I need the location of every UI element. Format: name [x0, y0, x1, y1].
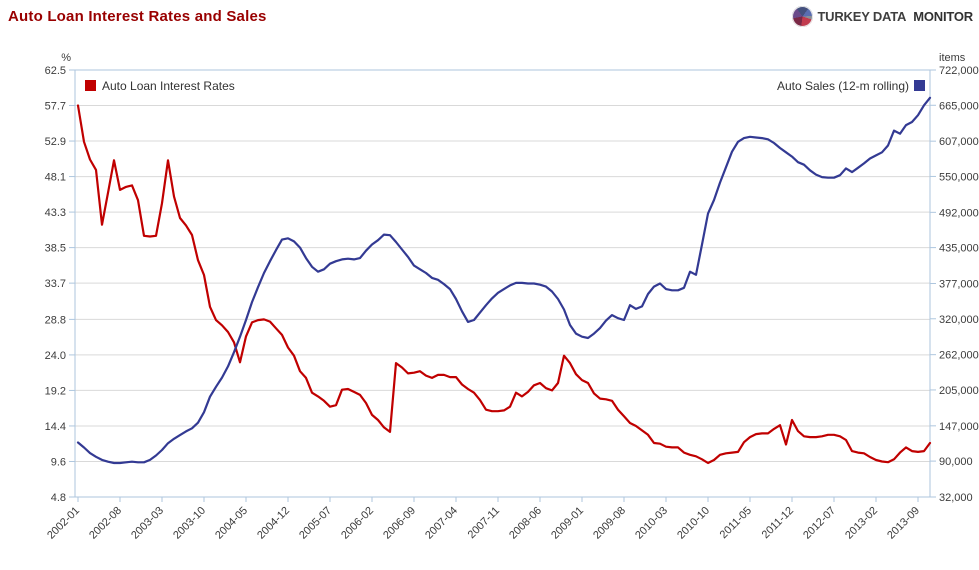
x-tick-label: 2006-02 — [339, 505, 376, 542]
x-tick-label: 2010-10 — [675, 505, 712, 542]
x-tick-label: 2009-08 — [591, 505, 628, 542]
x-axis-labels: 2002-01 2002-08 2003-03 2003-10 2004-05 2004-… — [45, 505, 922, 542]
x-tick-label: 2007-04 — [423, 505, 460, 542]
y-right-tick-label: 665,000 — [939, 100, 979, 112]
brand-text-primary: TURKEY DATA — [817, 9, 907, 24]
brand-text-secondary: MONITOR — [913, 9, 973, 24]
legend-label-rates: Auto Loan Interest Rates — [102, 79, 235, 93]
right-axis-unit: items — [939, 52, 966, 64]
x-tick-label: 2009-01 — [549, 505, 586, 542]
y-left-tick-label: 24.0 — [45, 350, 66, 362]
y-right-tick-label: 492,000 — [939, 207, 979, 219]
y-left-tick-label: 14.4 — [45, 421, 66, 433]
axis-unit-labels: % items — [61, 52, 966, 64]
pie-chart-logo-icon — [792, 6, 814, 27]
x-tick-label: 2008-06 — [507, 505, 544, 542]
y-left-tick-label: 19.2 — [45, 385, 66, 397]
x-tick-label: 2002-01 — [45, 505, 82, 542]
x-tick-label: 2007-11 — [466, 505, 502, 541]
y-left-tick-label: 43.3 — [45, 207, 66, 219]
y-left-tick-label: 52.9 — [45, 136, 66, 148]
x-tick-label: 2002-08 — [87, 505, 124, 542]
y-axis-left-labels: 62.5 57.7 52.9 48.1 43.3 38.5 33.7 28.8 24.0 19.2… — [45, 65, 66, 504]
y-right-tick-label: 550,000 — [939, 171, 979, 183]
y-left-tick-label: 57.7 — [45, 101, 66, 113]
y-left-tick-label: 28.8 — [45, 314, 66, 326]
x-tick-label: 2013-09 — [885, 505, 922, 542]
x-tick-label: 2004-12 — [255, 505, 292, 542]
x-tick-label: 2003-10 — [171, 505, 208, 542]
legend-swatch-sales — [914, 80, 925, 91]
x-tick-label: 2013-02 — [843, 505, 880, 542]
y-right-tick-label: 607,000 — [939, 136, 979, 148]
series-line-sales — [76, 96, 932, 465]
y-left-tick-label: 48.1 — [45, 172, 66, 184]
y-axis-right-labels: 722,000 665,000 607,000 550,000 492,000 435,0… — [939, 65, 979, 504]
x-tick-label: 2010-03 — [633, 505, 670, 542]
y-right-tick-label: 32,000 — [939, 492, 973, 504]
x-tick-label: 2011-12 — [760, 505, 796, 541]
x-tick-label: 2011-05 — [718, 505, 754, 541]
y-right-tick-label: 435,000 — [939, 243, 979, 255]
left-axis-unit: % — [61, 52, 71, 64]
y-left-tick-label: 62.5 — [45, 65, 66, 77]
y-right-tick-label: 722,000 — [939, 65, 979, 77]
series-lines — [76, 96, 932, 465]
brand-logo: TURKEY DATA MONITOR — [792, 6, 973, 27]
y-right-tick-label: 262,000 — [939, 350, 979, 362]
y-left-tick-label: 38.5 — [45, 243, 66, 255]
gridlines — [75, 69, 930, 462]
chart-legend: Auto Loan Interest Rates Auto Sales (12-m… — [85, 79, 925, 93]
x-tick-label: 2003-03 — [129, 505, 166, 542]
y-left-tick-label: 4.8 — [51, 492, 66, 504]
x-tick-label: 2004-05 — [213, 505, 250, 542]
y-left-tick-label: 33.7 — [45, 278, 66, 290]
legend-label-sales: Auto Sales (12-m rolling) — [777, 79, 909, 93]
y-right-tick-label: 320,000 — [939, 314, 979, 326]
y-right-tick-label: 205,000 — [939, 385, 979, 397]
axis-ticks — [69, 69, 936, 502]
x-tick-label: 2005-07 — [297, 505, 334, 542]
y-left-tick-label: 9.6 — [51, 456, 66, 468]
y-right-tick-label: 377,000 — [939, 279, 979, 291]
y-right-tick-label: 147,000 — [939, 421, 979, 433]
page-title: Auto Loan Interest Rates and Sales — [8, 8, 267, 25]
x-tick-label: 2006-09 — [381, 505, 418, 542]
y-right-tick-label: 90,000 — [939, 456, 973, 468]
legend-swatch-rates — [85, 80, 96, 91]
series-line-rates — [76, 104, 932, 465]
x-tick-label: 2012-07 — [801, 505, 838, 542]
